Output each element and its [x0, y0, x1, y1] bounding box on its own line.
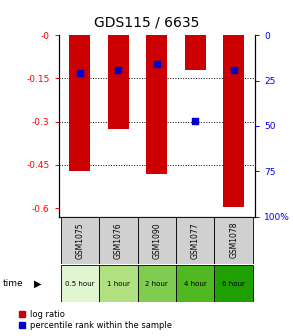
Bar — [223, 35, 244, 207]
FancyBboxPatch shape — [61, 217, 99, 264]
Point — [231, 67, 236, 73]
Text: GSM1075: GSM1075 — [75, 222, 84, 259]
Point — [77, 71, 82, 76]
Point — [154, 61, 159, 67]
FancyBboxPatch shape — [176, 217, 214, 264]
Bar — [69, 35, 90, 171]
Point — [193, 118, 197, 123]
Text: GSM1078: GSM1078 — [229, 222, 238, 258]
FancyBboxPatch shape — [99, 217, 137, 264]
FancyBboxPatch shape — [176, 265, 214, 302]
Text: 1 hour: 1 hour — [107, 281, 130, 287]
Text: ▶: ▶ — [34, 279, 42, 289]
Text: GSM1076: GSM1076 — [114, 222, 123, 259]
FancyBboxPatch shape — [137, 217, 176, 264]
Text: GSM1090: GSM1090 — [152, 222, 161, 259]
Text: 0.5 hour: 0.5 hour — [65, 281, 95, 287]
Text: GDS115 / 6635: GDS115 / 6635 — [94, 15, 199, 29]
Text: time: time — [3, 280, 23, 288]
FancyBboxPatch shape — [61, 265, 99, 302]
Text: 2 hour: 2 hour — [145, 281, 168, 287]
FancyBboxPatch shape — [137, 265, 176, 302]
FancyBboxPatch shape — [99, 265, 137, 302]
FancyBboxPatch shape — [214, 217, 253, 264]
FancyBboxPatch shape — [214, 265, 253, 302]
Bar — [146, 35, 167, 173]
Bar — [185, 35, 206, 70]
Legend: log ratio, percentile rank within the sample: log ratio, percentile rank within the sa… — [19, 310, 172, 330]
Point — [116, 67, 121, 73]
Text: GSM1077: GSM1077 — [191, 222, 200, 259]
Bar — [108, 35, 129, 129]
Text: 6 hour: 6 hour — [222, 281, 245, 287]
Text: 4 hour: 4 hour — [184, 281, 207, 287]
